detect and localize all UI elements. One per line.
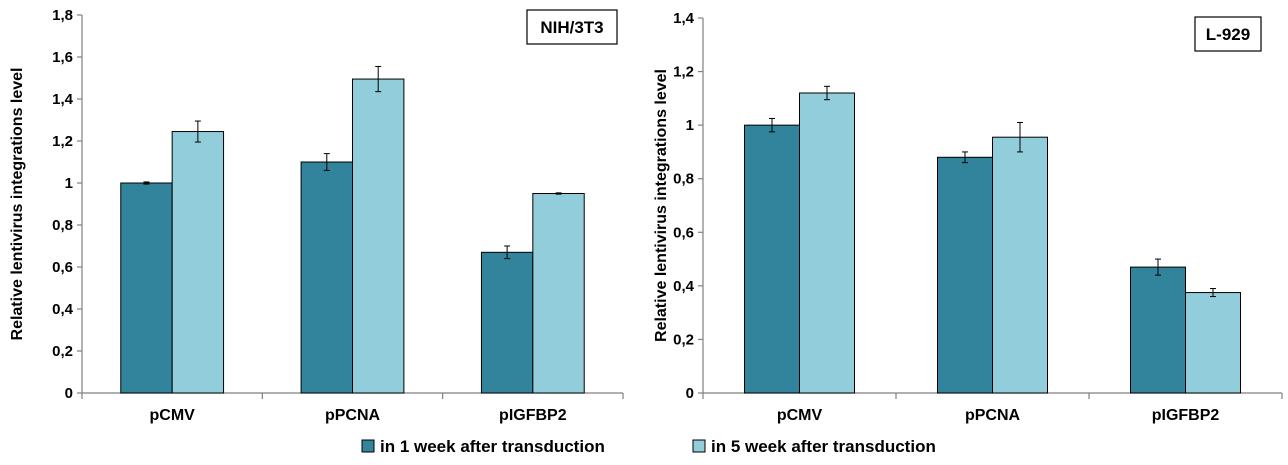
p1-x-category-label: pCMV — [777, 407, 823, 424]
p0-y-tick-label: 1,6 — [52, 49, 73, 66]
p1-y-tick-label: 0,6 — [673, 224, 694, 241]
p1-bar-ppcna-s2 — [992, 136, 1049, 394]
p0-panel-label: NIH/3T3 — [540, 18, 603, 37]
p0-y-tick-label: 1 — [65, 175, 73, 192]
p0-x-category-label: pPCNA — [325, 407, 381, 424]
p1-x-category-label: pPCNA — [965, 407, 1021, 424]
chart-legend: in 1 week after transduction in 5 week a… — [361, 437, 936, 456]
p0-y-tick-label: 1,2 — [52, 133, 73, 150]
p0-y-tick-label: 0,4 — [52, 301, 74, 318]
p1-x-category-label: pIGFBP2 — [1152, 407, 1220, 424]
p0-y-tick-label: 0,8 — [52, 217, 73, 234]
p1-y-tick-label: 0,2 — [673, 331, 694, 348]
p0-y-tick-label: 0,2 — [52, 343, 73, 360]
p1-panel-label: L-929 — [1206, 25, 1250, 44]
p1-y-axis-title: Relative lentivirus integrations level — [653, 69, 670, 342]
p0-y-tick-label: 0,6 — [52, 259, 73, 276]
p0-x-category-label: pCMV — [150, 407, 196, 424]
p0-y-tick-label: 0 — [65, 385, 73, 402]
p1-panel-label-box — [1194, 16, 1262, 52]
p1-bar-ppcna-s1 — [936, 156, 993, 394]
p0-bar-ppcna-s1 — [300, 161, 354, 394]
p1-y-tick-label: 1 — [686, 117, 694, 134]
p0-y-tick-label: 1,4 — [52, 91, 74, 108]
legend-label-week1: in 1 week after transduction — [380, 437, 605, 456]
p1-bar-pigfbp2-s2 — [1185, 292, 1242, 394]
p1-bar-pcmv-s2 — [799, 92, 856, 394]
p1-y-tick-label: 1,2 — [673, 64, 694, 81]
legend-swatch-week5 — [692, 439, 706, 453]
p1-bar-pcmv-s1 — [743, 124, 800, 394]
p0-bar-ppcna-s2 — [352, 78, 405, 394]
p1-y-tick-label: 0,4 — [673, 278, 695, 295]
p0-panel-label-box — [526, 9, 618, 45]
p0-bar-pcmv-s1 — [120, 182, 173, 394]
p0-bar-pcmv-s2 — [171, 131, 225, 394]
p1-y-tick-label: 1,4 — [673, 10, 695, 27]
chart-panel-nih3t3: 0 0,2 0,4 0,6 0,8 1 1,2 1,4 1,6 1,8 pCMV pPCNA pIGFB… — [9, 7, 624, 424]
p0-y-axis-title: Relative lentivirus integrations level — [9, 68, 26, 341]
p0-bar-pigfbp2-s2 — [532, 193, 585, 394]
p0-x-category-label: pIGFBP2 — [499, 407, 567, 424]
legend-label-week5: in 5 week after transduction — [711, 437, 936, 456]
legend-swatch-week1 — [361, 439, 375, 453]
chart-panel-l929: 0 0,2 0,4 0,6 0,8 1 1,2 1,4 pCMV pPCNA pIGFBP2 Rela… — [653, 10, 1283, 424]
p0-bar-pigfbp2-s1 — [480, 251, 534, 394]
p0-y-tick-label: 1,8 — [52, 7, 73, 24]
p1-y-tick-label: 0,8 — [673, 171, 694, 188]
p1-y-tick-label: 0 — [686, 385, 694, 402]
p1-bar-pigfbp2-s1 — [1129, 266, 1186, 394]
